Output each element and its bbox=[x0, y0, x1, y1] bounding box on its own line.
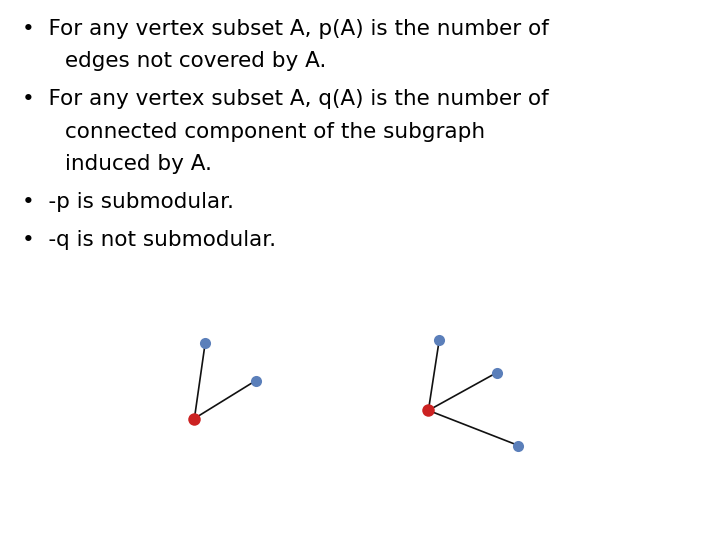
Text: •  For any vertex subset A, q(A) is the number of: • For any vertex subset A, q(A) is the n… bbox=[22, 89, 549, 109]
Text: •  -q is not submodular.: • -q is not submodular. bbox=[22, 230, 276, 249]
Text: induced by A.: induced by A. bbox=[65, 154, 212, 174]
Text: •  For any vertex subset A, p(A) is the number of: • For any vertex subset A, p(A) is the n… bbox=[22, 19, 549, 39]
Text: connected component of the subgraph: connected component of the subgraph bbox=[65, 122, 485, 141]
Text: •  -p is submodular.: • -p is submodular. bbox=[22, 192, 233, 212]
Text: edges not covered by A.: edges not covered by A. bbox=[65, 51, 326, 71]
